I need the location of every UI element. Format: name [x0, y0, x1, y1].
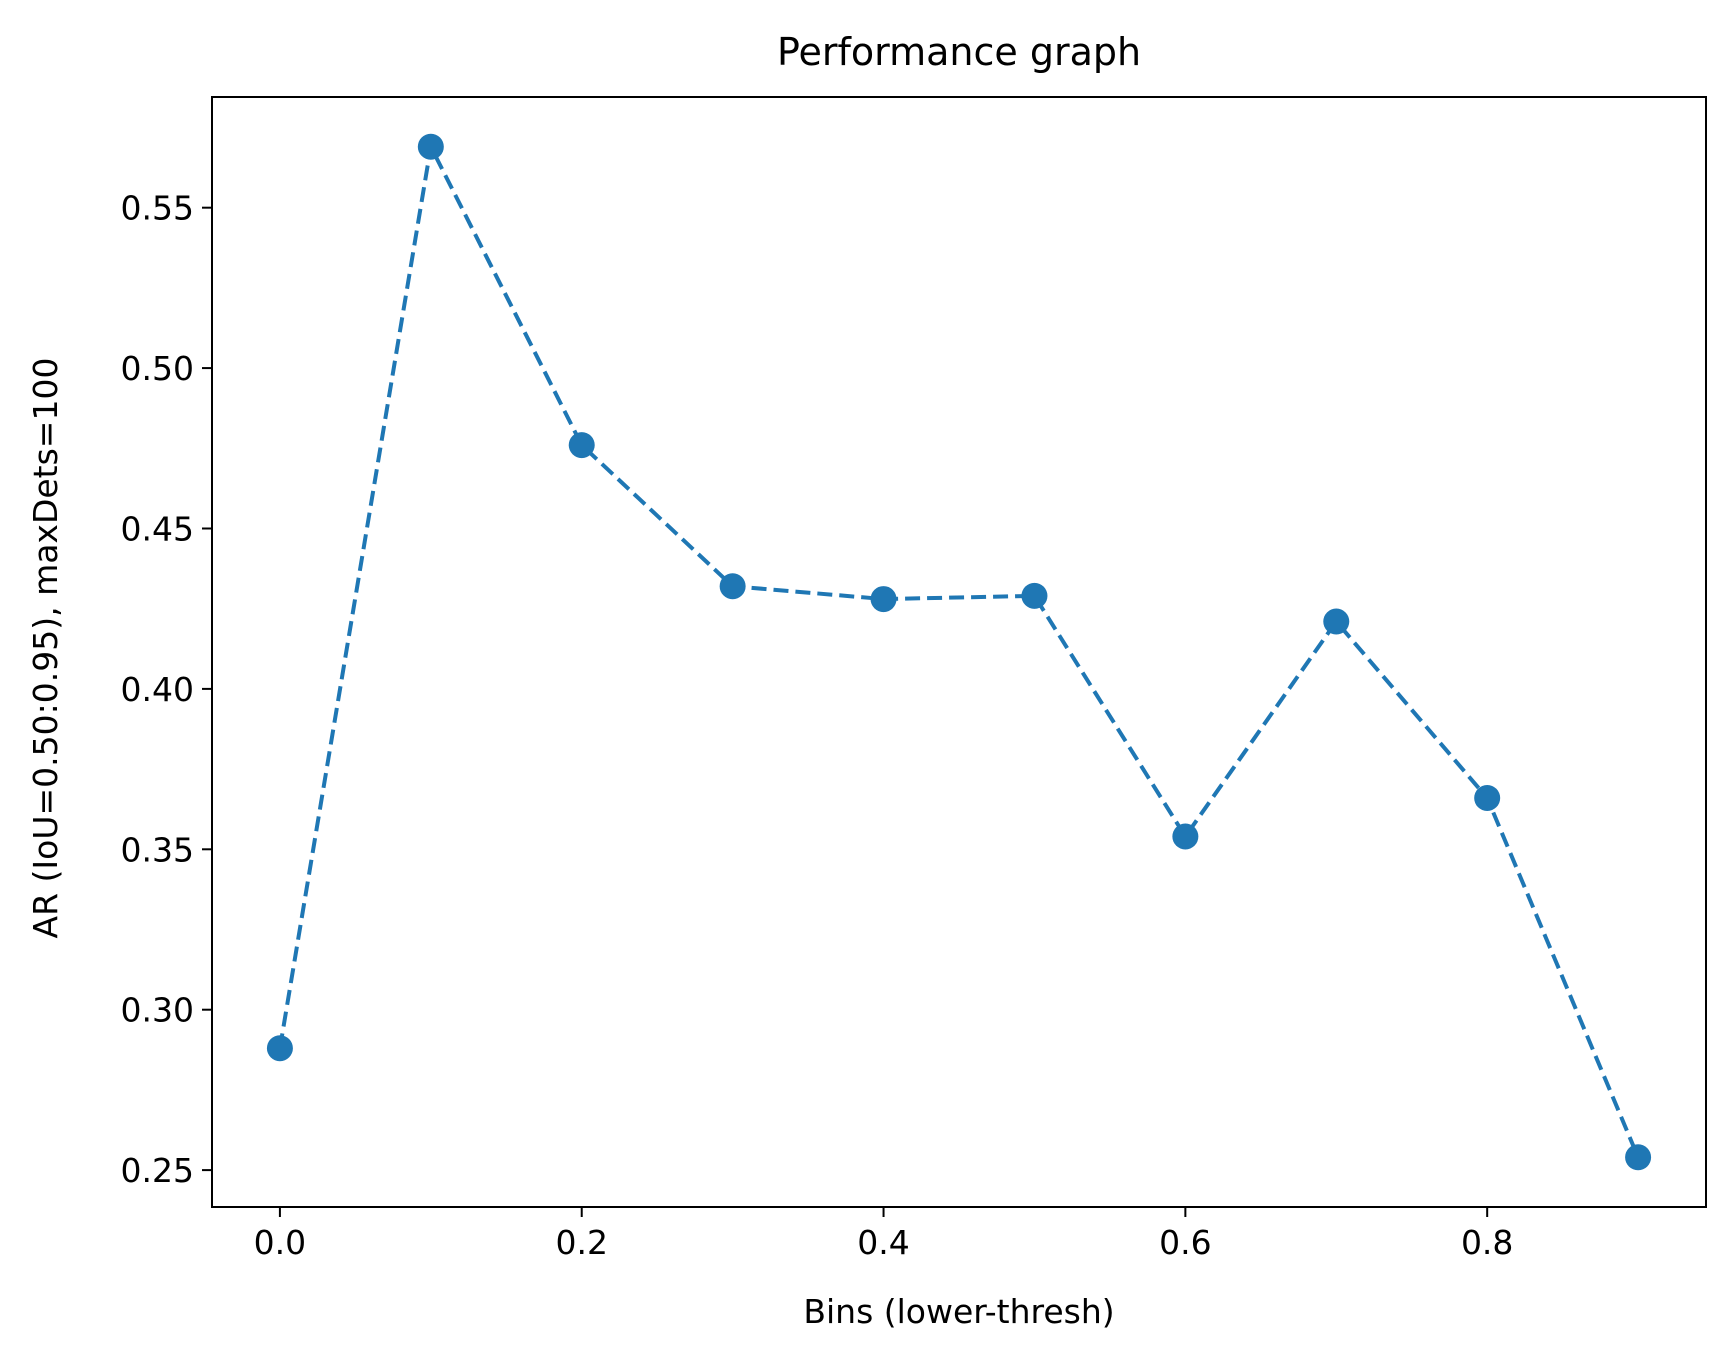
x-tick-label: 0.0	[254, 1223, 306, 1262]
series-line	[277, 144, 1640, 1159]
y-tick-label: 0.25	[121, 1151, 194, 1190]
data-point	[1474, 784, 1501, 811]
chart-title: Performance graph	[777, 30, 1141, 74]
x-tick-label: 0.8	[1461, 1223, 1513, 1262]
x-tick-label: 0.2	[555, 1223, 607, 1262]
data-point	[266, 1035, 293, 1062]
plot-area	[211, 96, 1707, 1208]
y-axis-label: AR (IoU=0.50:0.95), maxDets=100	[26, 358, 65, 939]
x-tick-label: 0.4	[857, 1223, 909, 1262]
data-point	[1021, 582, 1048, 609]
plot-frame	[211, 96, 1707, 1208]
data-point	[870, 586, 897, 613]
data-point	[1172, 823, 1199, 850]
y-tick-label: 0.50	[121, 349, 194, 388]
y-tick-label: 0.45	[121, 509, 194, 548]
y-axis: 0.25 0.30 0.35 0.40 0.45 0.50 0.55	[121, 189, 212, 1190]
data-point	[1625, 1144, 1652, 1171]
x-axis-label: Bins (lower-thresh)	[803, 1292, 1114, 1331]
series-layer	[266, 133, 1652, 1171]
y-tick-label: 0.55	[121, 189, 194, 228]
data-point	[1323, 608, 1350, 635]
y-tick-label: 0.40	[121, 670, 194, 709]
y-tick-label: 0.35	[121, 830, 194, 869]
data-point	[568, 432, 595, 459]
data-point	[719, 573, 746, 600]
data-point	[417, 133, 444, 160]
x-tick-label: 0.6	[1159, 1223, 1211, 1262]
x-axis: 0.0 0.2 0.4 0.6 0.8	[254, 1207, 1513, 1262]
y-tick-label: 0.30	[121, 991, 194, 1030]
